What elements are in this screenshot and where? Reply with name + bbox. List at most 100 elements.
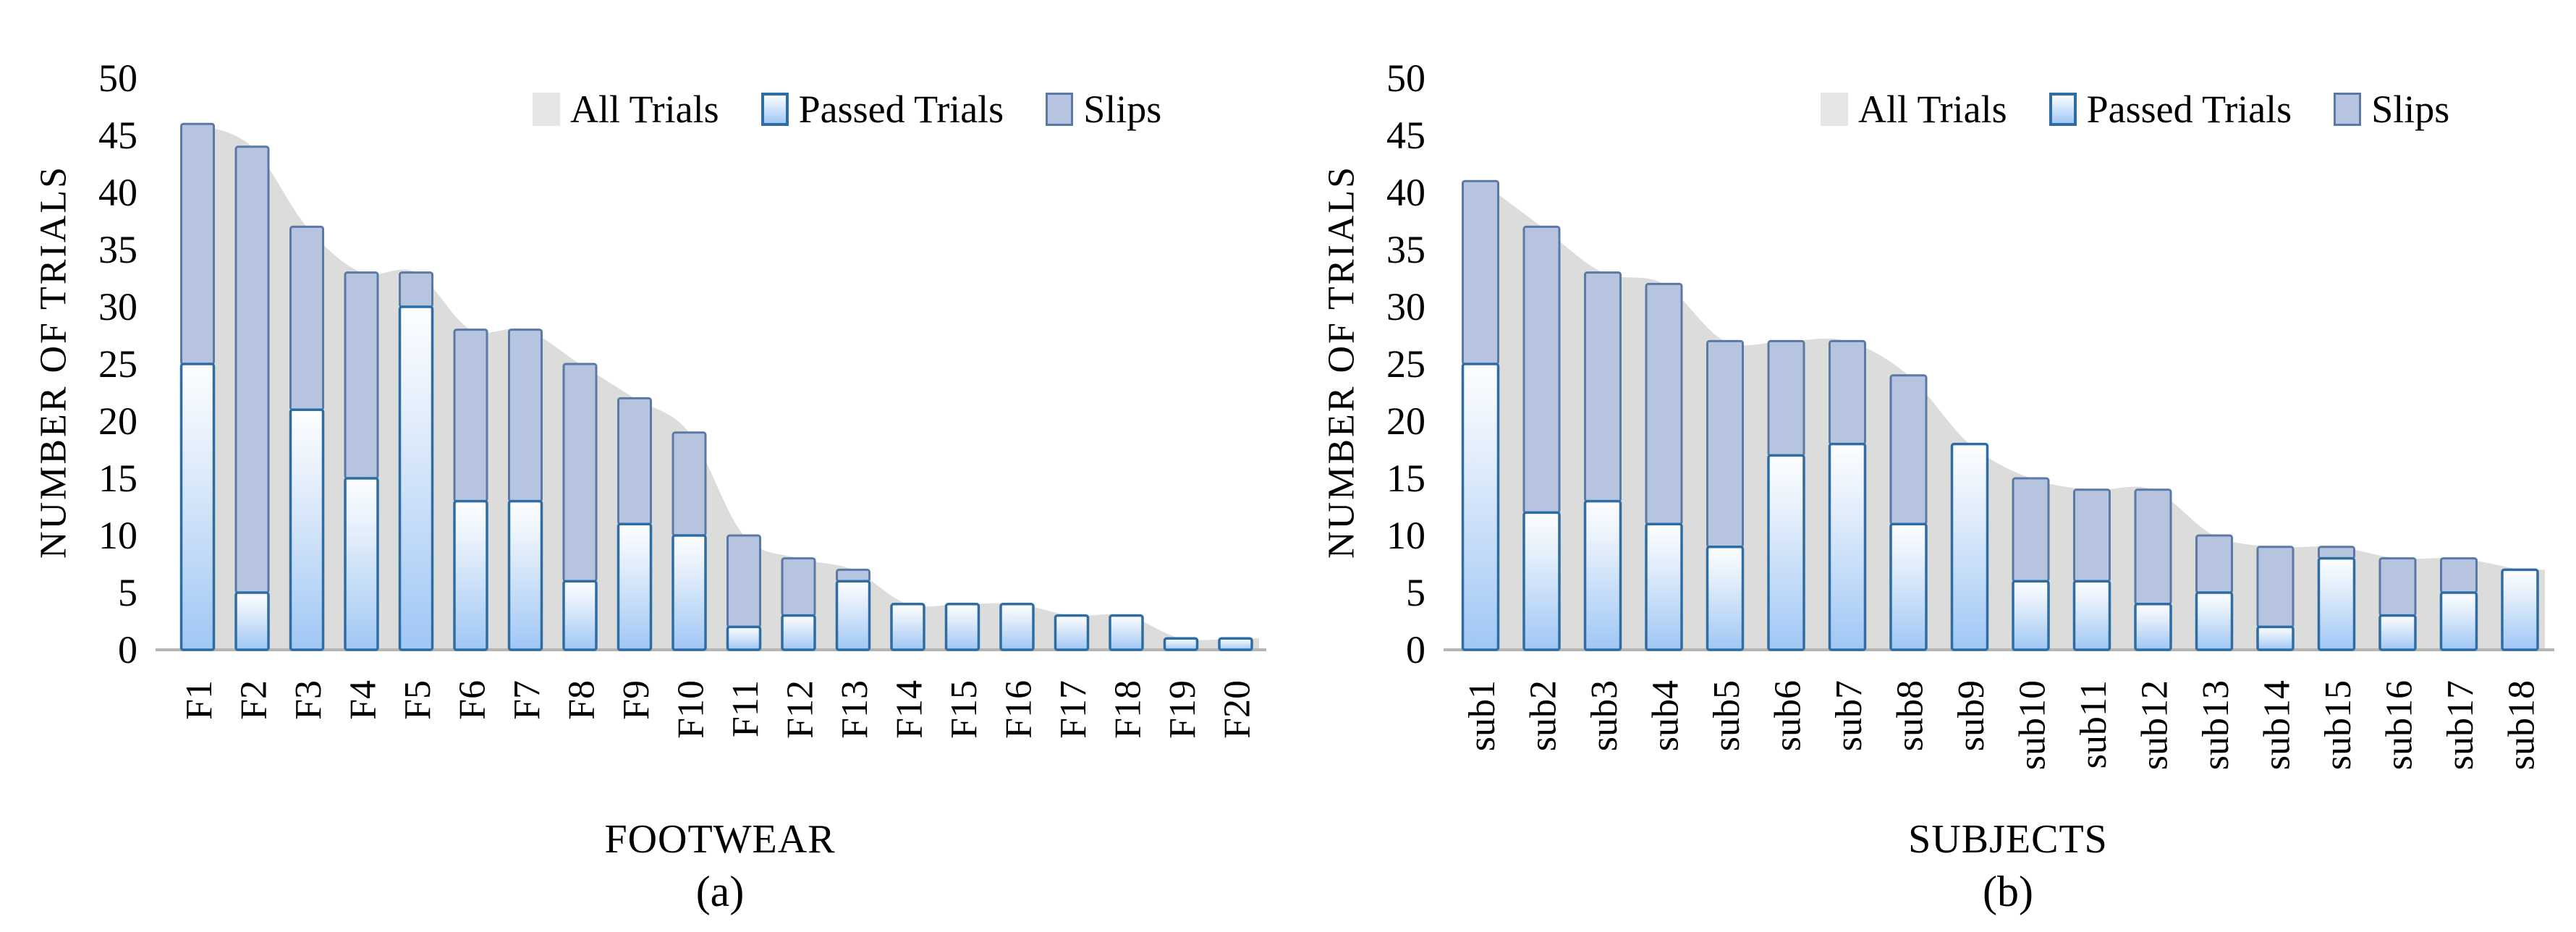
legend-label: All Trials: [570, 88, 719, 131]
bar-F8: [562, 363, 598, 651]
bar-sub3: [1583, 271, 1622, 651]
slips-bar-segment: [1767, 339, 1805, 457]
passed-bar-segment: [398, 305, 434, 651]
slips-bar-segment: [726, 534, 761, 628]
y-tick-label: 30: [1386, 285, 1425, 329]
slips-bar-segment: [2195, 534, 2233, 594]
passed-bar-segment: [1828, 442, 1867, 651]
y-tick-label: 15: [98, 457, 137, 500]
passed-bar-segment: [1706, 546, 1745, 651]
passed-bar-segment: [1218, 637, 1253, 651]
slips-bar-segment: [289, 225, 324, 411]
x-category-label: sub4: [1645, 680, 1687, 751]
bar-F5: [398, 271, 434, 651]
bar-sub10: [2012, 477, 2050, 651]
slips-bar-segment: [1706, 339, 1744, 548]
legend-item-all-trials: All Trials: [533, 87, 719, 132]
all-trials-area: [181, 124, 1259, 650]
y-tick-label: 0: [118, 628, 137, 672]
legend-label: Passed Trials: [2086, 88, 2292, 131]
x-category-label: sub11: [2073, 680, 2114, 768]
passed-bar-segment: [234, 591, 270, 651]
passed-bar-segment: [179, 363, 216, 651]
x-category-label: sub1: [1462, 680, 1503, 751]
bar-F19: [1163, 637, 1199, 651]
legend-label: Slips: [2371, 88, 2450, 131]
y-tick-label: 35: [1386, 228, 1425, 271]
bar-sub2: [1522, 225, 1561, 651]
x-category-label: sub15: [2318, 680, 2359, 770]
bar-F3: [289, 225, 325, 651]
x-category-label: sub10: [2012, 680, 2054, 770]
passed-bar-segment: [507, 499, 543, 651]
slips-bar-segment: [2012, 477, 2050, 582]
x-category-label: F2: [234, 680, 275, 720]
y-tick-label: 45: [98, 114, 137, 157]
x-category-label: F10: [671, 680, 712, 739]
passed-trials-swatch-icon: [2048, 93, 2077, 126]
y-axis-title: NUMBER OF TRIALS: [1321, 164, 1363, 559]
slips-bar-segment: [1645, 282, 1683, 525]
bar-F17: [1054, 614, 1090, 651]
bar-sub4: [1645, 282, 1683, 651]
passed-bar-segment: [726, 625, 762, 651]
slips-bar-segment: [1889, 374, 1928, 525]
passed-bar-segment: [944, 603, 980, 651]
y-tick-label: 25: [98, 342, 137, 386]
slips-bar-segment: [1584, 271, 1622, 503]
bar-sub18: [2501, 568, 2539, 651]
x-category-label: sub16: [2379, 680, 2420, 770]
x-category-label: sub3: [1584, 680, 1625, 751]
slips-bar-segment: [508, 329, 543, 503]
x-category-label: sub8: [1890, 680, 1931, 751]
bar-sub1: [1461, 179, 1500, 651]
legend-item-slips: Slips: [1046, 87, 1161, 132]
slips-bar-segment: [2073, 488, 2111, 582]
bar-sub9: [1950, 442, 1989, 651]
x-category-label: F9: [616, 680, 657, 720]
bar-sub6: [1767, 339, 1805, 651]
y-tick-label: 40: [98, 171, 137, 214]
y-tick-label: 45: [1386, 114, 1425, 157]
x-category-label: F18: [1108, 680, 1149, 739]
all-trials-swatch-icon: [533, 93, 560, 126]
passed-bar-segment: [1583, 499, 1622, 651]
slips-bar-segment: [2440, 557, 2478, 594]
passed-bar-segment: [562, 580, 598, 651]
x-category-label: F17: [1053, 680, 1094, 739]
slips-bar-segment: [562, 363, 598, 582]
slips-bar-segment: [2318, 546, 2355, 560]
bar-F13: [835, 568, 871, 651]
x-category-label: sub14: [2257, 680, 2298, 770]
passed-bar-segment: [1767, 454, 1805, 651]
slips-bar-segment: [1522, 225, 1561, 514]
x-category-label: F1: [179, 680, 220, 720]
y-tick-label: 50: [98, 56, 137, 100]
passed-bar-segment: [2256, 625, 2295, 651]
all-trials-swatch-icon: [1821, 93, 1848, 126]
x-category-label: sub5: [1706, 680, 1747, 751]
y-tick-label: 10: [98, 514, 137, 557]
legend: All Trials Passed Trials Slips: [1821, 87, 2449, 132]
bar-sub15: [2317, 546, 2356, 651]
passed-bar-segment: [2072, 580, 2111, 651]
y-tick-label: 20: [98, 399, 137, 443]
slips-bar-segment: [453, 329, 488, 503]
bar-F15: [944, 603, 980, 651]
y-tick-label: 5: [118, 571, 137, 614]
slips-bar-segment: [671, 431, 707, 537]
passed-trials-swatch-icon: [760, 93, 789, 126]
bar-F11: [726, 534, 762, 651]
y-tick-label: 30: [98, 285, 137, 329]
bar-sub12: [2134, 488, 2172, 651]
y-tick-label: 50: [1386, 56, 1425, 100]
passed-bar-segment: [1054, 614, 1090, 651]
y-tick-label: 0: [1406, 628, 1425, 672]
x-category-label: F11: [725, 680, 766, 737]
slips-swatch-icon: [2334, 93, 2362, 126]
passed-bar-segment: [1645, 522, 1683, 651]
slips-bar-segment: [1829, 339, 1866, 446]
slips-bar-segment: [781, 557, 816, 617]
bar-sub5: [1706, 339, 1745, 651]
legend-item-passed-trials: Passed Trials: [760, 87, 1004, 132]
